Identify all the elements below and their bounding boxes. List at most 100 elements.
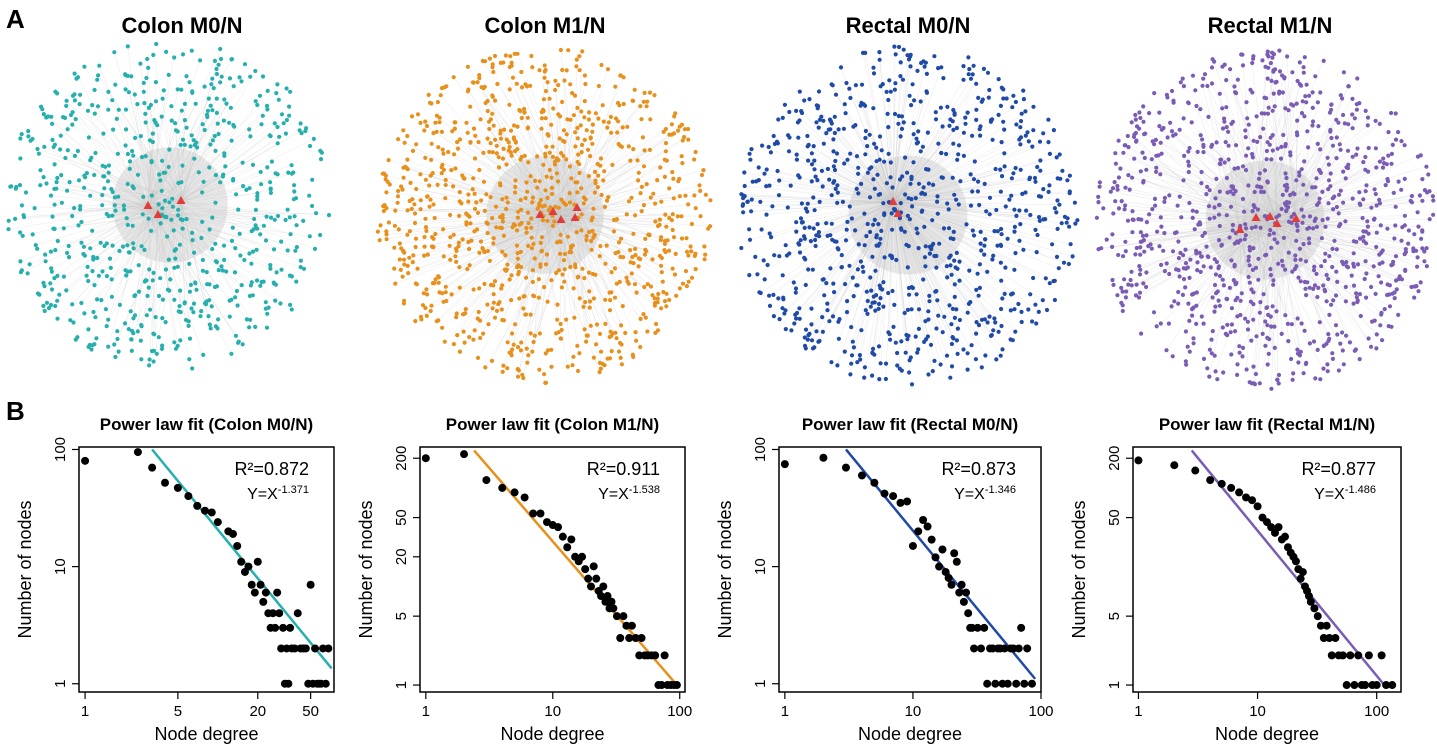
network-node — [1286, 219, 1292, 224]
network-node — [1297, 353, 1302, 358]
network-node — [974, 320, 979, 325]
network-node — [941, 76, 946, 81]
network-node — [41, 303, 46, 308]
network-node — [198, 58, 203, 63]
network-node — [791, 280, 796, 285]
network-node — [1363, 189, 1368, 194]
network-node — [870, 346, 876, 351]
network-node — [589, 247, 594, 252]
network-node — [968, 76, 974, 81]
network-node — [613, 330, 618, 335]
network-node — [832, 130, 838, 136]
network-node — [384, 232, 389, 237]
data-point — [1227, 483, 1236, 492]
network-node — [830, 314, 836, 319]
network-node — [427, 204, 432, 209]
network-node — [1266, 312, 1271, 317]
network-node — [896, 121, 901, 126]
network-node — [798, 216, 804, 221]
network-node — [1120, 303, 1125, 308]
network-node — [1137, 290, 1143, 295]
network-node — [1342, 121, 1347, 126]
network-node — [1023, 133, 1028, 138]
network-node — [1427, 217, 1432, 222]
y-tick-label: 100 — [52, 437, 69, 462]
network-node — [130, 223, 135, 228]
network-node — [1315, 100, 1320, 105]
data-point — [1134, 456, 1143, 465]
network-node — [423, 305, 428, 311]
data-point — [558, 532, 567, 541]
network-node — [682, 127, 688, 132]
hub-node-triangle — [1265, 212, 1275, 220]
network-node — [1199, 181, 1204, 186]
network-node — [536, 295, 542, 300]
network-node — [1018, 119, 1024, 124]
network-node — [125, 73, 130, 78]
network-node — [144, 313, 149, 318]
network-node — [906, 57, 912, 62]
network-node — [451, 342, 456, 347]
data-point — [1361, 681, 1370, 690]
network-node — [1235, 239, 1240, 244]
network-node — [1010, 338, 1015, 343]
network-node — [1271, 91, 1276, 96]
network-node — [902, 229, 907, 234]
network-node — [66, 255, 72, 260]
data-point — [976, 644, 985, 653]
network-node — [424, 287, 429, 292]
network-node — [816, 230, 822, 235]
network-node — [55, 238, 60, 244]
network-node — [425, 292, 430, 297]
network-node — [504, 206, 509, 212]
network-node — [492, 279, 498, 284]
network-node — [1129, 283, 1134, 288]
network-node — [742, 170, 747, 175]
network-node — [1357, 292, 1362, 297]
network-node — [143, 111, 148, 116]
network-node — [1010, 105, 1015, 110]
network-node — [522, 106, 527, 112]
network-node — [1326, 201, 1331, 206]
network-node — [91, 256, 96, 261]
network-node — [1031, 128, 1036, 133]
network-node — [1124, 289, 1129, 294]
network-node — [255, 197, 260, 202]
network-node — [1330, 143, 1336, 148]
network-node — [505, 340, 510, 345]
network-node — [125, 151, 130, 157]
network-node — [609, 333, 614, 338]
network-node — [159, 188, 164, 193]
network-node — [471, 126, 477, 131]
network-node — [747, 227, 752, 232]
network-node — [591, 235, 596, 240]
network-node — [586, 174, 592, 179]
network-node — [1002, 164, 1007, 169]
network-node — [974, 117, 979, 122]
network-node — [1192, 227, 1197, 232]
network-node — [1327, 254, 1332, 259]
network-node — [233, 295, 238, 300]
network-node — [1272, 324, 1277, 329]
network-node — [579, 142, 585, 147]
network-node — [405, 232, 410, 237]
network-node — [916, 307, 922, 312]
network-node — [513, 149, 518, 154]
network-node — [1215, 377, 1220, 382]
network-node — [1276, 261, 1281, 266]
network-node — [662, 157, 667, 162]
network-node — [401, 257, 407, 262]
network-node — [644, 104, 649, 109]
network-node — [1301, 242, 1306, 247]
network-node — [249, 261, 254, 266]
network-node — [491, 236, 496, 241]
network-node — [212, 133, 217, 139]
network-node — [488, 282, 494, 288]
data-point — [955, 588, 964, 597]
network-node — [1165, 135, 1170, 140]
network-node — [460, 237, 465, 242]
network-node — [72, 71, 77, 76]
network-node — [1062, 214, 1067, 219]
network-node — [761, 258, 766, 263]
network-node — [1001, 96, 1006, 101]
